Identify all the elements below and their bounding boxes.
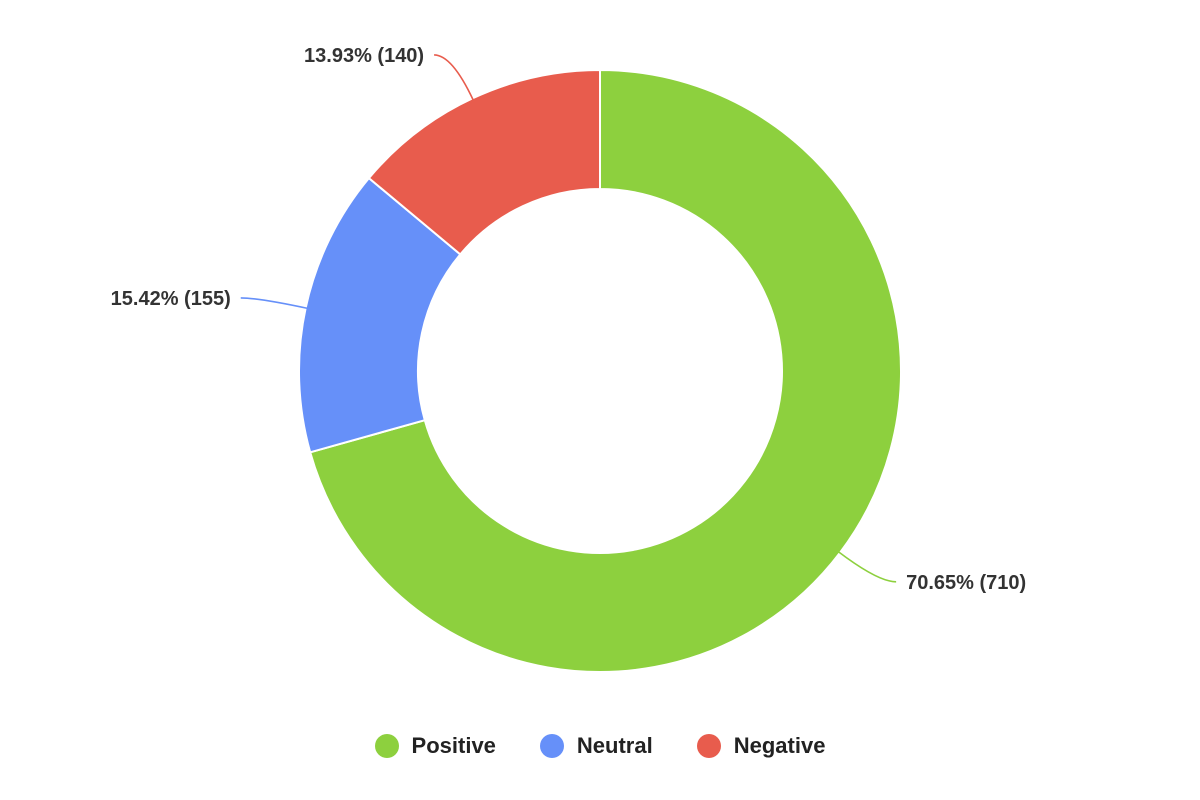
- legend-label-positive: Positive: [411, 733, 496, 758]
- chart-legend: Positive Neutral Negative: [0, 726, 1200, 766]
- leader-line-positive: [837, 550, 897, 583]
- data-label-positive: 70.65% (710): [906, 572, 1026, 594]
- legend-marker-neutral: [539, 734, 564, 758]
- data-label-negative: 13.93% (140): [304, 45, 424, 67]
- legend-item-negative[interactable]: Negative: [696, 733, 826, 759]
- donut-chart: 70.65% (710) 15.42% (155) 13.93% (140): [111, 45, 1026, 673]
- leader-line-neutral: [240, 297, 308, 310]
- legend-marker-negative: [696, 734, 721, 758]
- slice-neutral[interactable]: [298, 176, 462, 454]
- legend-label-negative: Negative: [733, 733, 826, 758]
- legend-marker-positive: [374, 734, 399, 758]
- leader-line-negative: [434, 54, 475, 101]
- data-label-neutral: 15.42% (155): [111, 288, 231, 310]
- legend-label-neutral: Neutral: [576, 733, 653, 758]
- slice-negative[interactable]: [367, 68, 601, 256]
- slice-positive[interactable]: [308, 68, 902, 673]
- legend-item-positive[interactable]: Positive: [374, 733, 496, 759]
- legend-item-neutral[interactable]: Neutral: [539, 733, 653, 759]
